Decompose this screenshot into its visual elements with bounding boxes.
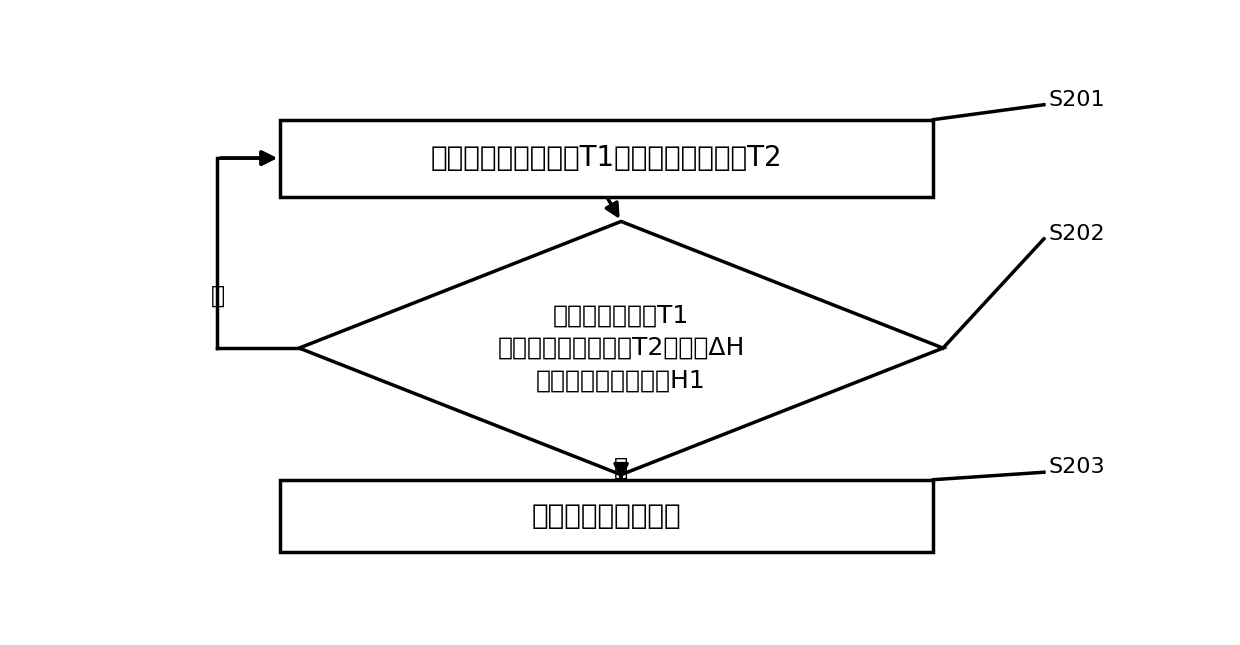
Text: S203: S203 [1049, 457, 1105, 477]
Text: 是否小于第一设定值H1: 是否小于第一设定值H1 [536, 368, 706, 392]
Text: 获得压缩机底部温度T1和冷凝器中部温度T2: 获得压缩机底部温度T1和冷凝器中部温度T2 [430, 144, 782, 172]
Text: S202: S202 [1049, 224, 1105, 244]
Text: 否: 否 [211, 284, 224, 308]
Text: 压缩机底部温度T1: 压缩机底部温度T1 [553, 304, 689, 328]
FancyBboxPatch shape [280, 119, 934, 197]
Text: 是: 是 [614, 455, 629, 479]
Text: 控制电加热装置开启: 控制电加热装置开启 [532, 502, 682, 530]
Text: S201: S201 [1049, 90, 1105, 110]
Polygon shape [299, 221, 944, 475]
FancyBboxPatch shape [280, 480, 934, 551]
Text: 减去冷凝器中部温度T2的差值ΔH: 减去冷凝器中部温度T2的差值ΔH [497, 336, 745, 360]
